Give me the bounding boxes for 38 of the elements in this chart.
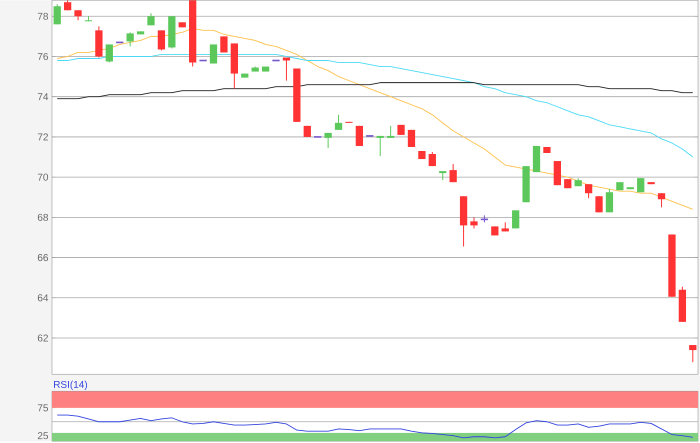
y-tick-label: 78 bbox=[38, 12, 48, 20]
candlestick bbox=[512, 210, 520, 230]
candlestick bbox=[637, 178, 644, 193]
y-tick-label: 74 bbox=[38, 93, 48, 100]
candlestick bbox=[106, 44, 113, 64]
y-tick-label: 66 bbox=[38, 254, 48, 262]
candlestick bbox=[595, 196, 603, 214]
candlestick bbox=[376, 136, 384, 157]
candlestick bbox=[74, 10, 82, 22]
candlestick bbox=[324, 132, 332, 149]
y-tick-label: 75 bbox=[38, 404, 48, 412]
candlestick bbox=[147, 12, 155, 26]
candlestick bbox=[470, 217, 478, 230]
candlestick bbox=[584, 184, 592, 199]
candlestick bbox=[334, 114, 342, 131]
y-tick-label: 25 bbox=[38, 432, 48, 440]
candlestick bbox=[282, 57, 290, 82]
candlestick bbox=[606, 188, 614, 214]
candlestick bbox=[158, 30, 166, 52]
candlestick bbox=[408, 130, 416, 148]
candlestick bbox=[450, 164, 457, 183]
candlestick bbox=[439, 170, 446, 181]
candlestick bbox=[689, 344, 696, 363]
y-tick-label: 72 bbox=[38, 134, 48, 141]
candlestick bbox=[220, 36, 228, 54]
y-tick-label: 68 bbox=[38, 214, 48, 222]
candlestick bbox=[210, 44, 218, 64]
candlestick bbox=[356, 126, 364, 147]
candlestick bbox=[54, 4, 61, 26]
candlestick bbox=[658, 192, 666, 208]
y-tick-label: 62 bbox=[38, 334, 48, 342]
y-tick-label: 76 bbox=[38, 53, 48, 60]
y-tick-label: 70 bbox=[38, 174, 48, 181]
candlestick bbox=[386, 126, 394, 139]
y-tick-label: 64 bbox=[38, 294, 48, 302]
candlestick bbox=[126, 32, 134, 48]
chart-title: RSI(14) bbox=[54, 380, 88, 390]
candlestick bbox=[428, 152, 436, 167]
